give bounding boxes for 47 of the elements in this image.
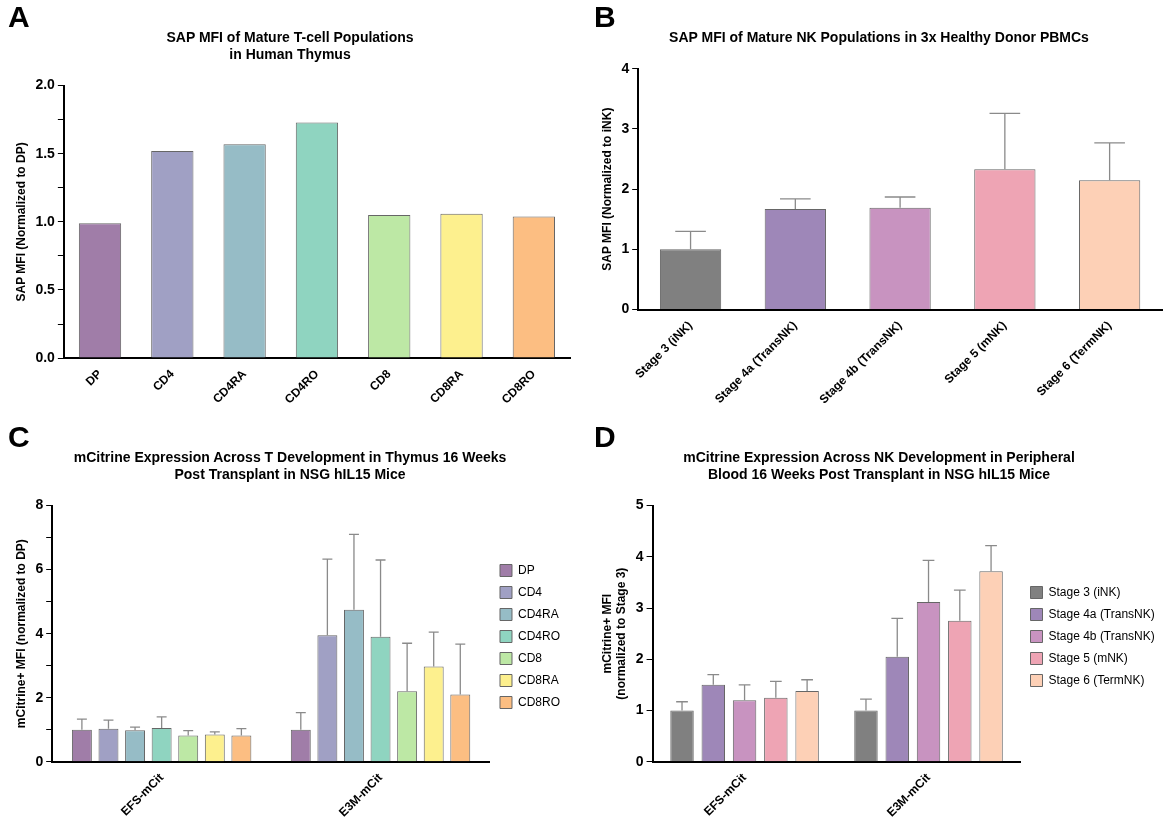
- y-tick-label: 4: [621, 59, 630, 76]
- y-axis-title: mCitrine+ MFI (normalized to DP): [13, 539, 28, 729]
- y-tick-label: 4: [35, 624, 44, 641]
- y-tick-label: 0.5: [35, 280, 56, 297]
- legend-label: DP: [517, 562, 535, 577]
- text: D: [594, 420, 616, 454]
- y-tick-label: 4: [635, 547, 644, 564]
- y-tick-label: 8: [35, 496, 44, 513]
- y-tick-label: 3: [635, 598, 644, 615]
- legend-label: Stage 6 (TermNK): [1048, 672, 1145, 687]
- y-tick-label: 1.0: [35, 212, 56, 229]
- chart-title: SAP MFI of Mature T-cell Populations in Human Thymus: [166, 29, 414, 63]
- y-tick-label: 1: [621, 240, 630, 257]
- legend-label: CD4: [517, 584, 543, 599]
- y-axis-title: mCitrine+ MFI (normalized to Stage 3): [599, 567, 628, 700]
- y-tick-label: 2: [35, 688, 44, 705]
- legend-label: CD8RA: [517, 672, 559, 687]
- legend-label: CD8RO: [517, 694, 561, 709]
- legend-label: CD8: [517, 650, 543, 665]
- chart-title: SAP MFI of Mature NK Populations in 3x Healthy Donor PBMCs: [669, 29, 1090, 46]
- y-tick-label: 5: [635, 496, 644, 513]
- text: A: [8, 0, 30, 34]
- legend-label: Stage 4b (TransNK): [1048, 628, 1155, 643]
- y-tick-label: 0: [635, 752, 644, 769]
- y-tick-label: 0: [621, 300, 630, 317]
- y-tick-label: 0: [35, 752, 44, 769]
- legend-label: CD4RA: [517, 606, 559, 621]
- y-axis-title: SAP MFI (Normalized to iNK): [599, 107, 614, 271]
- y-tick-label: 2: [621, 180, 630, 197]
- y-tick-label: 1: [635, 701, 644, 718]
- legend-label: Stage 4a (TransNK): [1048, 606, 1155, 621]
- legend-label: Stage 5 (mNK): [1048, 650, 1128, 665]
- y-tick-label: 0.0: [35, 348, 56, 365]
- x-tick-label: DP: [82, 366, 105, 389]
- legend-label: Stage 3 (iNK): [1048, 584, 1121, 599]
- y-tick-label: 2: [635, 650, 644, 667]
- y-tick-label: 2.0: [35, 76, 56, 93]
- x-tick-label: CD8: [366, 366, 394, 394]
- text: B: [594, 0, 616, 34]
- chart-title: mCitrine Expression Across NK Development in Peripheral Blood 16 Weeks Post Transplant in NSG hIL15 Mice: [683, 449, 1075, 483]
- y-axis-title: SAP MFI (Normalized to DP): [13, 142, 28, 302]
- y-tick-label: 1.5: [35, 144, 56, 161]
- y-tick-label: 6: [35, 560, 44, 577]
- chart-title: mCitrine Expression Across T Development in Thymus 16 Weeks Post Transplant in NSG hIL15 Mice: [73, 449, 507, 483]
- text: C: [8, 420, 30, 454]
- legend-label: CD4RO: [517, 628, 561, 643]
- y-tick-label: 3: [621, 119, 630, 136]
